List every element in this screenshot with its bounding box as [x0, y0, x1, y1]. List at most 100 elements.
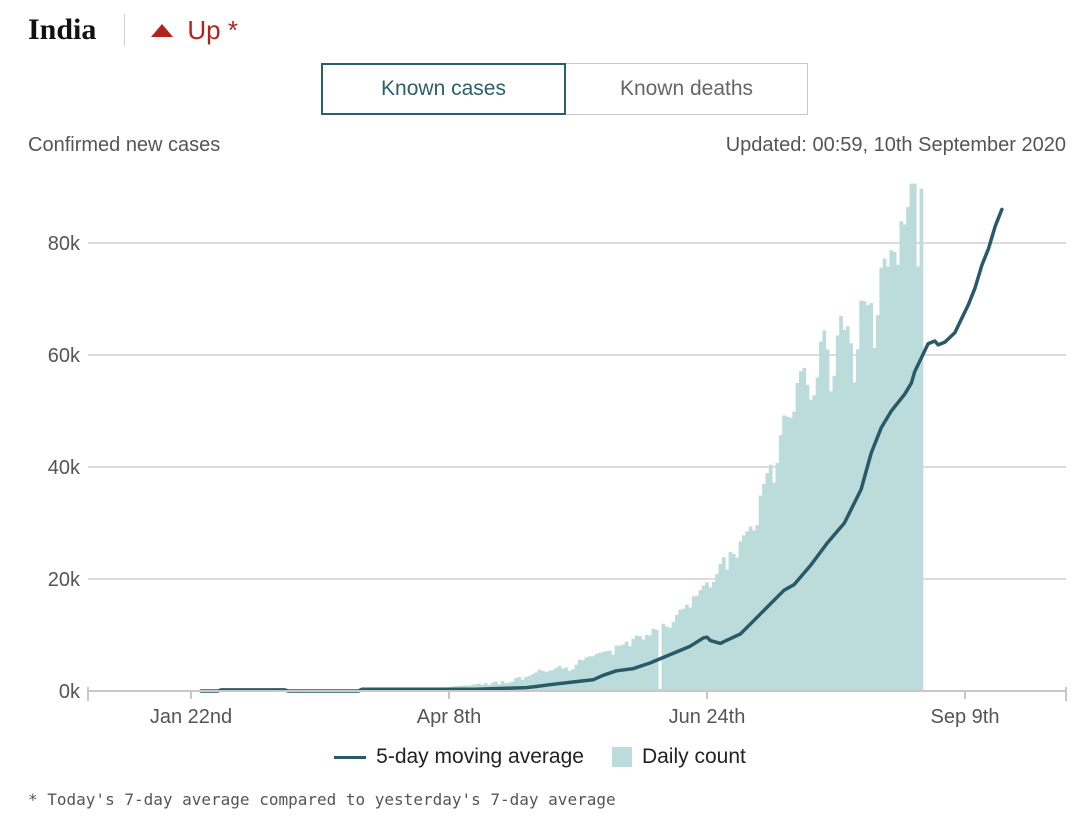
legend-line-label: 5-day moving average [376, 745, 584, 768]
tab-known-deaths[interactable]: Known deaths [566, 63, 808, 115]
bar-day-190 [825, 349, 830, 691]
y-tick-40k: 40k [48, 457, 81, 479]
title-divider [124, 14, 126, 46]
bar-day-104 [537, 669, 542, 691]
bar-day-188 [819, 341, 823, 691]
chart-subtitle: Confirmed new cases [28, 134, 221, 156]
bar-day-117 [581, 660, 585, 691]
bar-day-182 [798, 371, 803, 691]
legend-bar-label: Daily count [641, 745, 746, 768]
bar-day-200 [859, 300, 863, 691]
bar-day-211 [896, 264, 900, 691]
bar-day-102 [530, 674, 535, 691]
bar-day-132 [631, 638, 636, 691]
bar-day-197 [849, 343, 853, 691]
bar-day-128 [618, 645, 622, 691]
bar-day-209 [889, 250, 894, 691]
moving-average-path [199, 207, 1004, 693]
axes: 0k 20k 40k 60k 80k Jan 22nd Apr 8th Jun 24th Sep… [48, 233, 1067, 728]
bar-day-134 [638, 636, 642, 691]
bar-day-189 [822, 330, 827, 691]
bar-day-198 [852, 382, 857, 691]
bar-day-203 [869, 302, 874, 691]
moving-average-line [199, 207, 1004, 693]
bar-day-185 [809, 399, 813, 691]
y-tick-0k: 0k [59, 681, 81, 703]
bar-day-122 [597, 652, 602, 691]
bar-day-173 [768, 464, 773, 691]
bar-day-160 [725, 569, 729, 691]
bar-day-97 [514, 678, 518, 691]
chart-legend: 5-day moving average Daily count [0, 745, 1080, 769]
x-tick-label-154: Jun 24th [669, 706, 746, 728]
bar-day-158 [718, 563, 723, 691]
bar-day-143 [668, 627, 672, 691]
y-tick-60k: 60k [48, 345, 81, 367]
bar-day-172 [765, 473, 770, 691]
bar-day-157 [715, 573, 719, 691]
bar-day-115 [574, 664, 579, 691]
bar-day-208 [886, 266, 890, 691]
bar-day-213 [902, 224, 907, 691]
bar-day-167 [748, 526, 753, 691]
tab-known-cases[interactable]: Known cases [321, 63, 566, 115]
bar-day-193 [835, 335, 840, 691]
bar-day-179 [788, 417, 793, 691]
bar-day-125 [607, 650, 612, 691]
bar-day-218 [919, 188, 924, 691]
bar-day-169 [755, 525, 760, 691]
bar-day-119 [587, 656, 592, 691]
bar-day-186 [812, 395, 817, 691]
bar-day-216 [912, 183, 917, 691]
bar-day-112 [564, 667, 569, 691]
bar-day-96 [510, 681, 515, 691]
bar-day-217 [916, 266, 920, 691]
bar-day-171 [762, 483, 766, 691]
bar-day-194 [839, 315, 843, 691]
bar-day-180 [792, 411, 796, 691]
bar-day-215 [909, 183, 914, 691]
bar-day-106 [544, 671, 549, 691]
bar-day-163 [735, 557, 740, 691]
bar-day-129 [621, 644, 626, 691]
country-title: India [28, 13, 97, 46]
x-tick-label-0: Jan 22nd [150, 706, 232, 728]
bar-day-130 [624, 641, 629, 691]
bar-day-183 [802, 367, 807, 691]
bar-day-164 [738, 541, 743, 691]
triangle-up-icon [151, 23, 174, 37]
bar-day-201 [862, 301, 867, 691]
bar-day-127 [614, 645, 619, 691]
bar-day-174 [772, 482, 776, 691]
bar-day-202 [865, 305, 870, 691]
bar-day-176 [778, 435, 783, 691]
bar-day-149 [688, 607, 693, 691]
bar-day-170 [758, 495, 763, 691]
updated-timestamp: Updated: 00:59, 10th September 2020 [725, 134, 1066, 156]
bar-day-108 [551, 670, 555, 691]
bar-day-181 [795, 383, 800, 691]
bar-day-121 [594, 654, 599, 691]
title-row: India Up * [28, 8, 238, 52]
bar-day-100 [524, 677, 528, 691]
cases-chart: 0k 20k 40k 60k 80k Jan 22nd Apr 8th Jun 24th Sep… [48, 183, 1067, 728]
bar-day-90 [490, 682, 495, 691]
bar-day-124 [604, 651, 609, 691]
bar-day-144 [671, 622, 676, 691]
bar-day-142 [664, 626, 669, 691]
bar-day-212 [899, 221, 904, 691]
x-tick-label-231: Sep 9th [931, 706, 1000, 728]
bar-day-120 [591, 656, 595, 691]
bar-day-199 [855, 349, 860, 691]
bar-day-166 [745, 531, 750, 691]
bar-day-156 [711, 581, 716, 691]
bar-day-214 [906, 207, 910, 691]
bar-day-175 [775, 463, 780, 691]
bar-day-98 [517, 677, 522, 691]
bar-day-168 [752, 530, 756, 691]
bar-day-204 [872, 347, 877, 691]
trend-indicator: Up * [151, 15, 238, 46]
bar-day-93 [500, 680, 505, 691]
y-tick-20k: 20k [48, 569, 81, 591]
bar-day-205 [876, 315, 880, 691]
